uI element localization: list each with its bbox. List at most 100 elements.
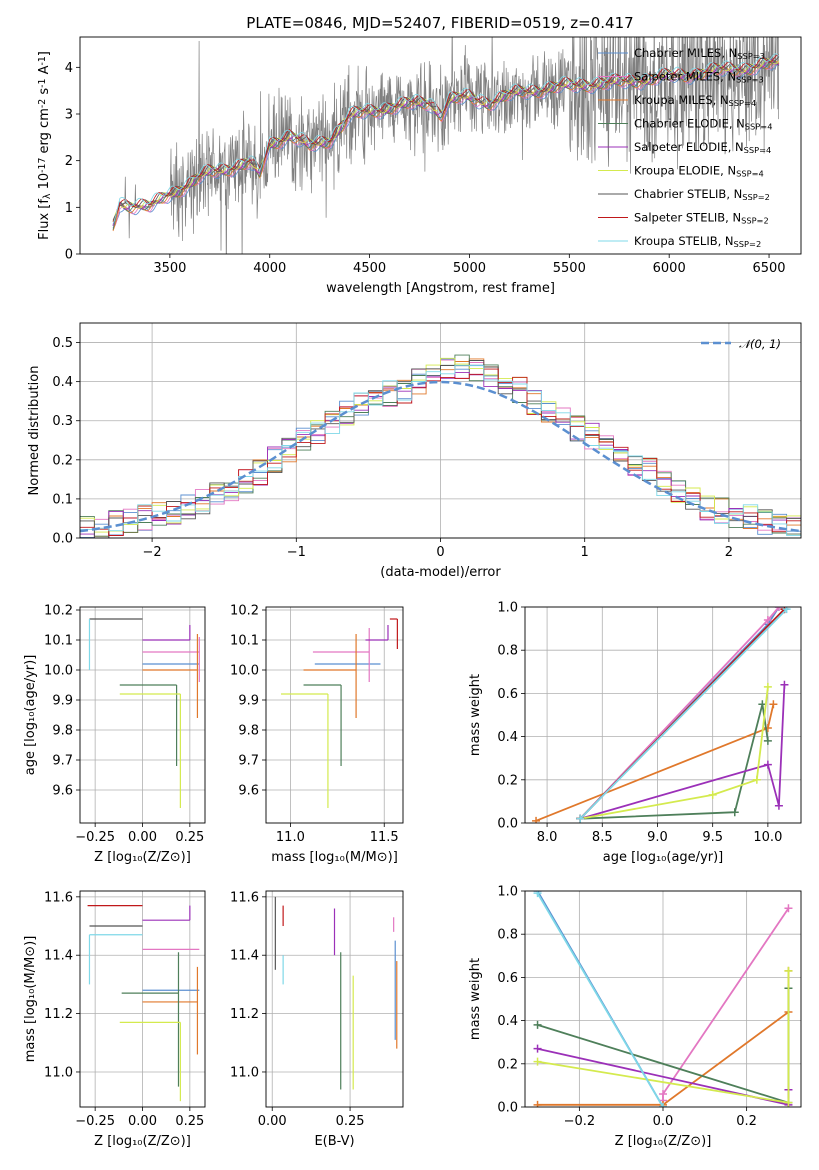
x-tick-label: 9.5 [702, 830, 723, 845]
y-tick-label: 0.5 [52, 336, 73, 351]
label-part: Chabrier MILES, N [634, 46, 737, 60]
y-tick-label: 11.4 [44, 949, 73, 964]
panel-7: 0.00 0.25 11.0 11.2 11.4 11.6 E(B-V) [230, 890, 404, 1149]
plot-area [112, 37, 780, 254]
label-part: s [37, 88, 52, 99]
y-tick-label: 9.9 [52, 694, 73, 709]
x-tick-label: 3500 [153, 261, 186, 276]
y-tick-label: 0.8 [497, 928, 518, 943]
label-part: Salpeter STELIB, N [634, 211, 741, 225]
plus-marker [533, 1100, 542, 1107]
histogram-chabrier-stelib [80, 360, 801, 538]
x-axis-label: E(B-V) [314, 1134, 354, 1149]
x-tick-label: 6000 [653, 261, 686, 276]
label-part: -2 [37, 99, 48, 108]
label-part: erg cm [37, 108, 52, 157]
errorbar-point [303, 634, 357, 718]
panels: 3500 4000 4500 5000 5500 6000 6500 0 1 2 3 4 wavelen… [23, 36, 802, 1149]
errorbar-point [142, 634, 199, 718]
panel-6: −0.25 0.00 0.25 11.0 11.2 11.4 11.6 Z [log₁₀(Z/… [23, 890, 206, 1149]
errorbar-point [88, 934, 143, 985]
figure-title: PLATE=0846, MJD=52407, FIBERID=0519, z=0… [246, 14, 633, 32]
x-tick-label: −1 [287, 545, 306, 560]
model-spectrum [112, 61, 780, 230]
x-tick-label: −0.25 [75, 830, 115, 845]
axes-frame [524, 890, 802, 1108]
plus-marker [659, 1103, 667, 1107]
y-tick-label: 9.7 [238, 754, 259, 769]
y-tick-label: 1 [65, 201, 73, 216]
plus-marker [784, 1098, 793, 1107]
x-axis-label: mass [log₁₀(M/M⊙)] [271, 850, 398, 865]
y-tick-label: 10.1 [44, 634, 73, 649]
y-axis-label: mass [log₁₀(M/M⊙)] [23, 936, 38, 1063]
errorbar-point [119, 684, 178, 766]
plot-area [88, 618, 200, 808]
y-tick-label: 1.0 [497, 885, 518, 900]
y-tick-label: 0.0 [497, 1101, 518, 1116]
label-part: Normed distribution [27, 366, 42, 496]
panel-1: 3500 4000 4500 5000 5500 6000 6500 0 1 2 3 4 wavelen… [37, 36, 802, 296]
plot-area [80, 354, 801, 538]
errorbar-point [121, 952, 180, 1087]
y-tick-label: 0.0 [52, 532, 73, 547]
y-tick-label: 10.0 [230, 664, 259, 679]
y-axis-label: mass weight [468, 674, 483, 756]
plus-marker [532, 816, 541, 823]
plus-marker [769, 700, 778, 709]
label-part: SSP=4 [745, 122, 773, 132]
y-tick-label: 0.2 [497, 1057, 518, 1072]
x-tick-label: 0.00 [128, 1114, 157, 1129]
legend-entry: Salpeter MILES, NSSP=3 [634, 70, 764, 85]
y-tick-label: 0.8 [497, 644, 518, 659]
y-tick-label: 10.2 [230, 604, 259, 619]
legend-entry: 𝒩(0, 1) [739, 337, 781, 351]
x-tick-label: 8.5 [592, 830, 613, 845]
label-part: Salpeter ELODIE, N [634, 140, 744, 154]
label-part: λ [42, 193, 53, 199]
y-tick-label: 2 [65, 154, 73, 169]
label-part: Flux [f [37, 199, 52, 240]
plus-marker [752, 775, 761, 784]
y-tick-label: 9.8 [52, 724, 73, 739]
label-part: wavelength [Angstrom, rest frame] [326, 281, 555, 296]
model-spectrum [112, 56, 780, 221]
y-tick-label: 9.7 [52, 754, 73, 769]
plus-marker [784, 904, 793, 913]
label-part: SSP=3 [737, 51, 765, 61]
mass-weight-line [580, 703, 769, 820]
errorbar-point [142, 905, 191, 921]
plus-marker [730, 808, 739, 817]
x-tick-label: 5000 [453, 261, 486, 276]
errorbar-point [389, 618, 398, 649]
mass-weight-line [579, 684, 786, 820]
legend-entry: Kroupa STELIB, NSSP=2 [634, 234, 761, 249]
x-tick-label: 0.0 [653, 1114, 674, 1129]
errorbar-point [119, 1021, 181, 1102]
x-tick-label: −0.25 [75, 1114, 115, 1129]
label-part: Chabrier STELIB, N [634, 187, 742, 201]
label-part: SSP=2 [741, 216, 769, 226]
y-tick-label: 1.0 [497, 601, 518, 616]
plot-area [533, 891, 793, 1107]
label-part: SSP=2 [734, 239, 762, 249]
legend-entry: Salpeter ELODIE, NSSP=4 [634, 140, 771, 155]
panel-2: −2 −1 0 1 2 0.0 0.1 0.2 0.3 0.4 0.5 (data-model)/er… [27, 322, 802, 580]
label-part: -1 [37, 56, 48, 65]
plus-marker [533, 1044, 542, 1053]
y-tick-label: 3 [65, 108, 73, 123]
label-part: Salpeter MILES, N [634, 70, 736, 84]
axes-frame [265, 890, 404, 1108]
x-tick-label: 4000 [253, 261, 286, 276]
label-part: mass [log₁₀(M/M⊙)] [271, 850, 398, 865]
x-tick-label: 11.0 [276, 830, 305, 845]
label-part: mass weight [468, 674, 483, 756]
y-tick-label: 9.6 [238, 784, 259, 799]
y-tick-label: 11.0 [230, 1065, 259, 1080]
errorbar-point [142, 637, 200, 682]
normal-curve [80, 380, 801, 533]
x-tick-label: 0.25 [175, 830, 204, 845]
panel-5: 8.0 8.5 9.0 9.5 10.0 0.0 0.2 0.4 0.6 0.8 1.0 age [l… [468, 601, 802, 865]
label-part: -17 [37, 158, 48, 173]
label-part: Z [log₁₀(Z/Z⊙)] [94, 850, 191, 865]
